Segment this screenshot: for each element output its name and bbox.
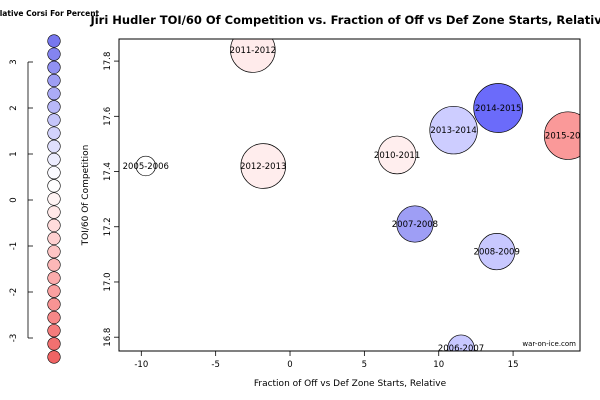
x-tick-label: 5 <box>362 360 367 370</box>
legend-swatch <box>47 218 61 232</box>
bubble-circle <box>447 334 475 351</box>
bubble-label: 2014-2015 <box>475 104 521 114</box>
legend-swatch <box>47 297 61 311</box>
bubble-label: 2015-2016 <box>545 132 591 142</box>
legend-swatch <box>47 60 61 74</box>
legend-tick-label: 1 <box>9 151 19 156</box>
bubble-point: 2012-2013 <box>240 143 286 189</box>
legend-swatch <box>47 47 61 61</box>
bubble-point: 2007-2008 <box>392 205 438 243</box>
legend-swatch <box>47 310 61 325</box>
legend-title: Relative Corsi For Percent <box>0 9 100 18</box>
bubble-point: 2010-2011 <box>374 135 420 175</box>
chart-title: Jiri Hudler TOI/60 Of Competition vs. Fr… <box>89 13 600 27</box>
legend-swatch <box>47 231 61 246</box>
x-axis-label: Fraction of Off vs Def Zone Starts, Rela… <box>254 379 447 389</box>
legend: Relative Corsi For Percent 3 2 1 0 -1 -2 -3 <box>0 9 100 364</box>
y-tick-label: 17.0 <box>103 273 113 292</box>
watermark: war-on-ice.com <box>522 340 576 348</box>
plot-frame <box>118 38 581 352</box>
y-tick-label: 17.6 <box>103 107 113 126</box>
x-tick-label: -5 <box>211 360 219 370</box>
bubble-circle <box>429 105 478 155</box>
bubble-label: 2010-2011 <box>374 151 420 161</box>
bubble-label: 2008-2009 <box>474 248 520 258</box>
legend-swatch <box>47 324 61 338</box>
legend-swatch <box>47 337 61 351</box>
legend-swatch <box>47 205 61 219</box>
legend-swatch <box>47 179 61 193</box>
legend-swatch <box>47 245 61 259</box>
x-tick-label: 0 <box>287 360 292 370</box>
y-tick-label: 17.8 <box>103 52 113 71</box>
bubble-label: 2011-2012 <box>230 46 276 56</box>
x-tick-label: 10 <box>433 360 444 370</box>
y-axis-label: TOI/60 Of Competition <box>81 145 91 247</box>
bubble-label: 2013-2014 <box>430 126 476 136</box>
bubble-circle <box>377 135 417 175</box>
legend-swatch <box>47 192 61 206</box>
legend-swatch <box>47 113 61 127</box>
legend-swatch <box>47 271 61 285</box>
x-tick-label: 15 <box>508 360 519 370</box>
bubble-point: 2005-2006 <box>123 155 169 177</box>
legend-swatch <box>47 284 61 298</box>
legend-swatch <box>47 139 61 153</box>
x-tick-label: -10 <box>134 360 148 370</box>
bubble-label: 2007-2008 <box>392 220 438 230</box>
legend-swatch <box>47 258 61 272</box>
bubble-label: 2006-2007 <box>438 344 484 354</box>
bubble-label: 2005-2006 <box>123 162 169 172</box>
bubble-circle <box>135 155 156 177</box>
bubble-circle <box>543 111 580 160</box>
legend-tick-label: 0 <box>9 197 19 202</box>
x-axis: -10 -5 0 5 10 15 <box>134 351 518 370</box>
legend-tick-label: 3 <box>9 59 19 64</box>
bubble-point: 2015-2016 <box>543 111 591 160</box>
legend-tick-label: -3 <box>9 334 19 342</box>
bubble-circle <box>230 39 276 73</box>
legend-swatch <box>47 126 61 140</box>
y-tick-label: 16.8 <box>103 328 113 347</box>
y-tick-label: 17.4 <box>103 162 113 181</box>
plot-area: 2014-2015 2013-2014 2015-2016 2011-2012 2012… <box>103 38 591 370</box>
legend-swatch <box>47 87 61 101</box>
legend-swatches <box>47 34 61 364</box>
bubble-point: 2008-2009 <box>474 233 520 271</box>
bubble-point: 2014-2015 <box>473 83 524 133</box>
legend-swatch <box>47 100 61 114</box>
bubble-circle <box>473 83 524 133</box>
legend-swatch <box>47 34 61 48</box>
legend-tick-label: 2 <box>9 105 19 110</box>
legend-swatch <box>47 152 61 167</box>
y-axis: 16.8 17.0 17.2 17.4 17.6 17.8 <box>103 52 119 347</box>
bubble-point: 2011-2012 <box>230 39 276 73</box>
bubble-circle <box>396 205 434 243</box>
bubble-point: 2006-2007 <box>438 334 484 354</box>
y-tick-label: 17.2 <box>103 217 113 236</box>
legend-tick-label: -1 <box>9 242 19 250</box>
legend-swatch <box>47 73 61 88</box>
legend-tick-label: -2 <box>9 288 19 296</box>
bubble-circle <box>240 143 286 189</box>
bubble-label: 2012-2013 <box>240 162 286 172</box>
legend-ticks: 3 2 1 0 -1 -2 -3 <box>9 59 33 342</box>
bubble-layer: 2014-2015 2013-2014 2015-2016 2011-2012 2012… <box>123 39 591 354</box>
legend-swatch <box>47 350 61 364</box>
bubble-point: 2013-2014 <box>429 105 478 155</box>
bubble-circle <box>478 233 516 271</box>
legend-swatch <box>47 166 61 180</box>
